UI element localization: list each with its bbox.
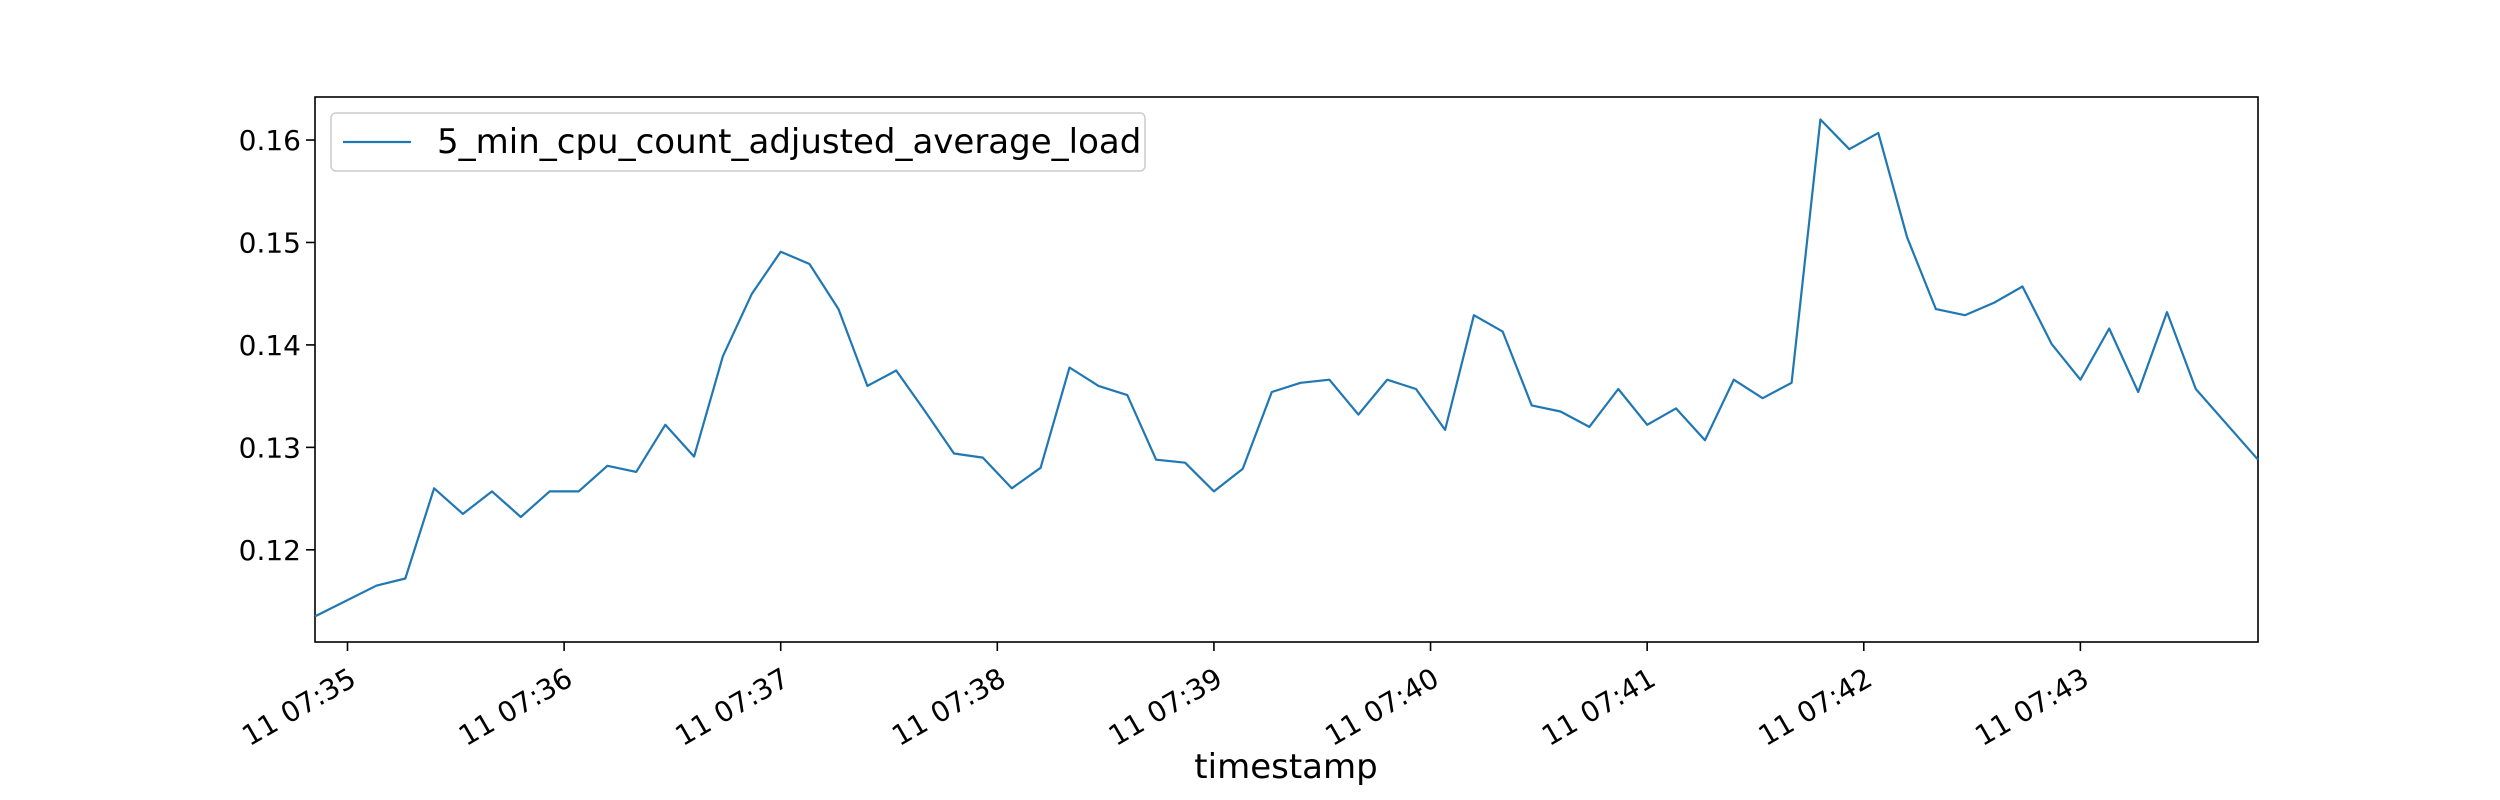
x-tick-label: 11 07:40	[1319, 661, 1444, 752]
x-tick-label: 11 07:35	[236, 661, 361, 752]
x-tick-label: 11 07:38	[886, 661, 1011, 752]
y-tick-label: 0.13	[239, 431, 301, 464]
x-tick-label: 11 07:39	[1103, 661, 1228, 752]
y-tick-label: 0.16	[239, 124, 301, 157]
x-axis-label: timestamp	[1194, 747, 1377, 787]
legend-entry-label: 5_min_cpu_count_adjusted_average_load	[437, 122, 1141, 162]
x-tick-label: 11 07:42	[1753, 661, 1878, 752]
plot-area	[314, 96, 2259, 643]
x-tick-label: 11 07:41	[1536, 661, 1661, 752]
legend-box	[330, 112, 1146, 172]
x-axis-ticks: 11 07:35 11 07:36 11 07:37 11 07:38 11 07:39…	[236, 642, 2094, 753]
y-tick-label: 0.15	[239, 226, 301, 259]
legend: 5_min_cpu_count_adjusted_average_load	[330, 112, 1146, 172]
series-layer	[314, 118, 2259, 618]
series-line	[314, 118, 2259, 618]
x-tick-label: 11 07:36	[453, 661, 578, 752]
x-tick-label: 11 07:43	[1969, 661, 2094, 752]
y-tick-label: 0.12	[239, 534, 301, 567]
y-tick-label: 0.14	[239, 329, 301, 362]
x-tick-label: 11 07:37	[670, 661, 795, 752]
y-axis-ticks: 0.12 0.13 0.14 0.15 0.16	[239, 124, 315, 567]
